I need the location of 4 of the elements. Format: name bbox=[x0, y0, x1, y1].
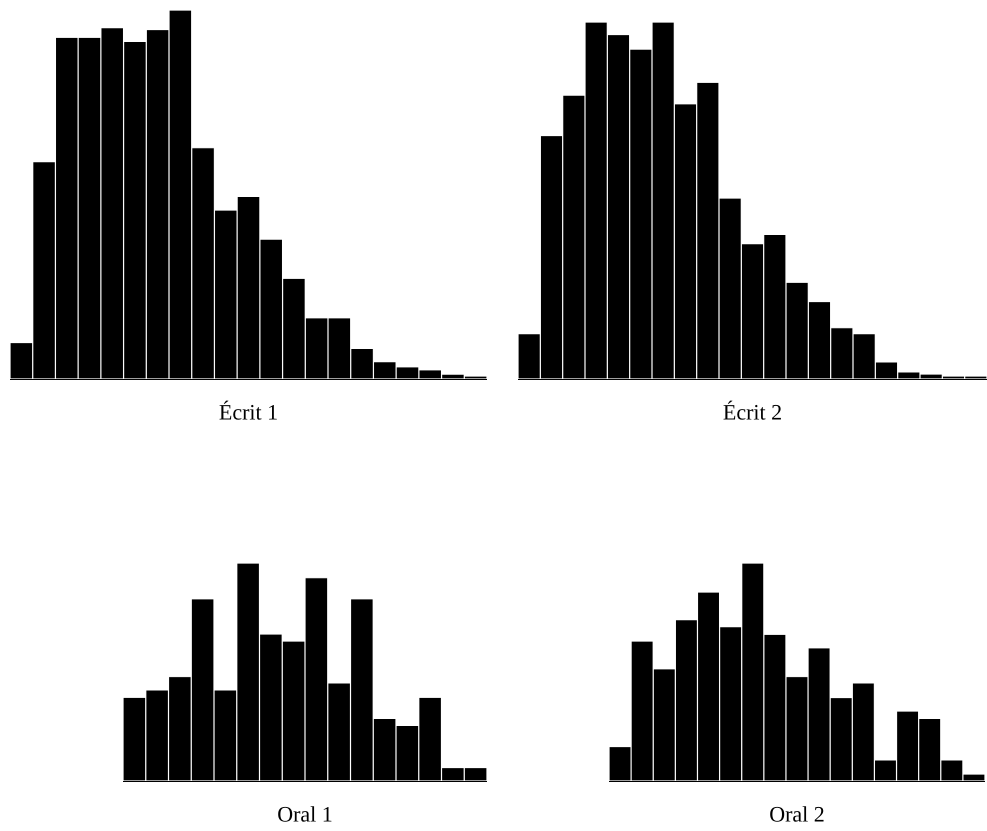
x-axis-title: Oral 1 bbox=[277, 802, 333, 826]
x-axis-title: Écrit 2 bbox=[722, 400, 782, 424]
x-axis-title: Écrit 1 bbox=[218, 400, 278, 424]
x-axis-title: Oral 2 bbox=[769, 802, 825, 826]
